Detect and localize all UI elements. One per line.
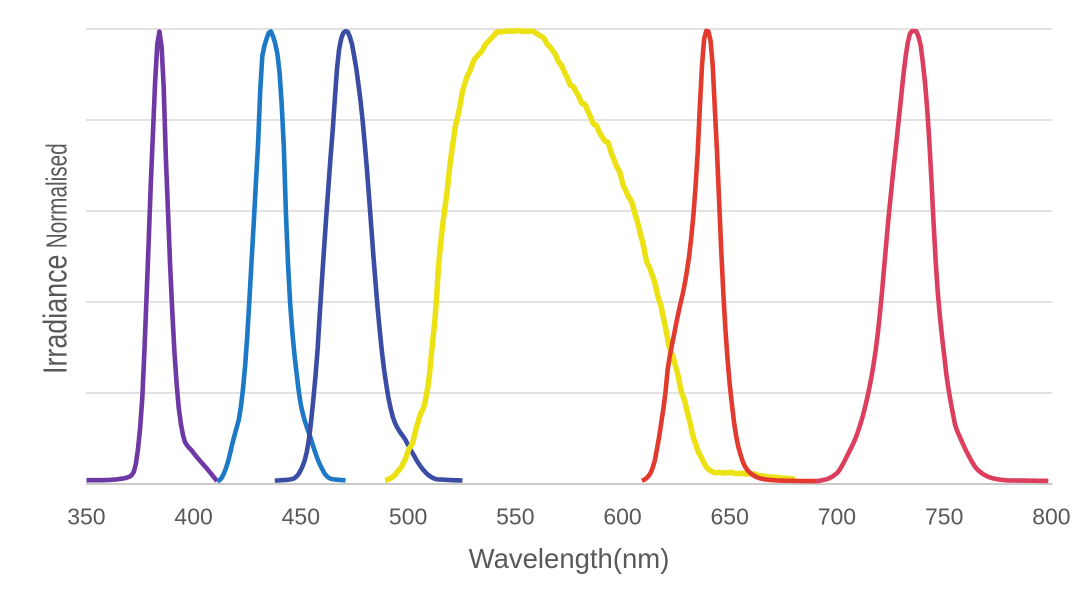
svg-text:350: 350 [67, 504, 105, 530]
svg-text:Irradiance: Irradiance [37, 255, 74, 375]
svg-text:800: 800 [1032, 504, 1070, 530]
svg-text:750: 750 [925, 504, 963, 530]
svg-text:550: 550 [496, 504, 534, 530]
svg-text:Normalised: Normalised [42, 143, 74, 248]
svg-text:Wavelength(nm): Wavelength(nm) [469, 543, 670, 574]
svg-text:500: 500 [389, 504, 427, 530]
svg-text:450: 450 [282, 504, 320, 530]
svg-text:650: 650 [711, 504, 749, 530]
svg-text:400: 400 [174, 504, 212, 530]
svg-text:600: 600 [603, 504, 641, 530]
svg-text:700: 700 [818, 504, 856, 530]
